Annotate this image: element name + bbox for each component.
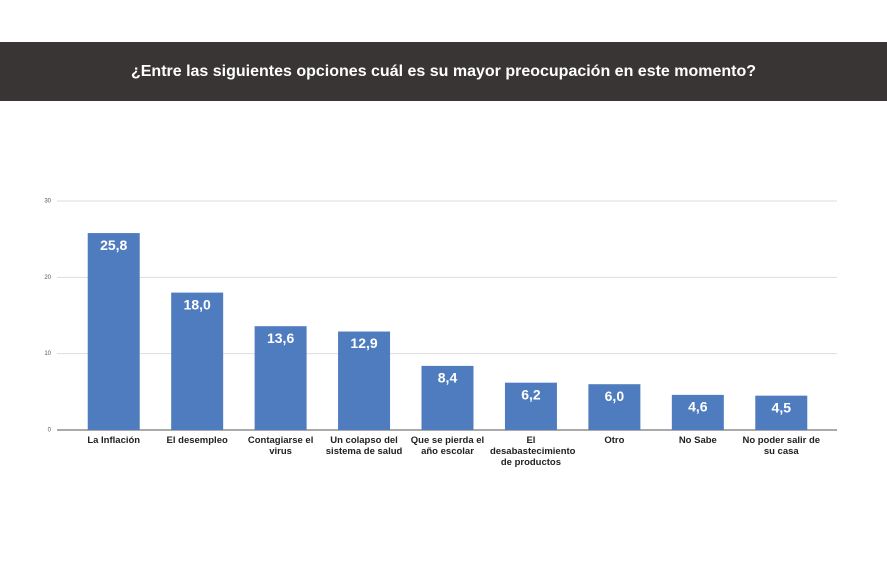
x-tick-label: No Sabe xyxy=(678,435,717,446)
value-label: 6,0 xyxy=(605,388,625,404)
x-tick-label: El desempleo xyxy=(166,435,228,446)
x-tick-label: La Inflación xyxy=(87,435,141,446)
x-tick-label: Otro xyxy=(604,435,625,446)
bar xyxy=(254,326,307,430)
y-tick-label: 0 xyxy=(48,428,52,434)
chart-title: ¿Entre las siguientes opciones cuál es s… xyxy=(0,42,887,101)
x-tick-label: No poder salir de su casa xyxy=(742,435,821,457)
value-label: 6,2 xyxy=(521,386,541,402)
bar xyxy=(671,394,724,430)
x-tick-label: El desabastecimiento de productos xyxy=(489,435,576,468)
value-label: 13,6 xyxy=(267,330,294,346)
value-label: 25,8 xyxy=(100,237,127,253)
value-label: 8,4 xyxy=(438,370,458,386)
bar xyxy=(504,382,557,430)
bar xyxy=(338,331,391,430)
y-tick-label: 30 xyxy=(44,199,51,205)
bar xyxy=(421,365,474,430)
value-label: 12,9 xyxy=(350,335,377,351)
value-label: 4,5 xyxy=(772,399,792,415)
bar xyxy=(588,384,641,430)
bar xyxy=(87,233,140,430)
x-tick-label: Que se pierda el año escolar xyxy=(410,435,485,457)
value-label: 4,6 xyxy=(688,399,708,415)
x-tick-label: Contagiarse el virus xyxy=(247,435,314,457)
y-tick-label: 20 xyxy=(44,275,51,281)
value-label: 18,0 xyxy=(184,296,211,312)
bar xyxy=(755,395,808,430)
bar xyxy=(171,292,224,430)
x-tick-label: Un colapso del sistema de salud xyxy=(325,435,403,457)
y-tick-label: 10 xyxy=(44,351,51,357)
